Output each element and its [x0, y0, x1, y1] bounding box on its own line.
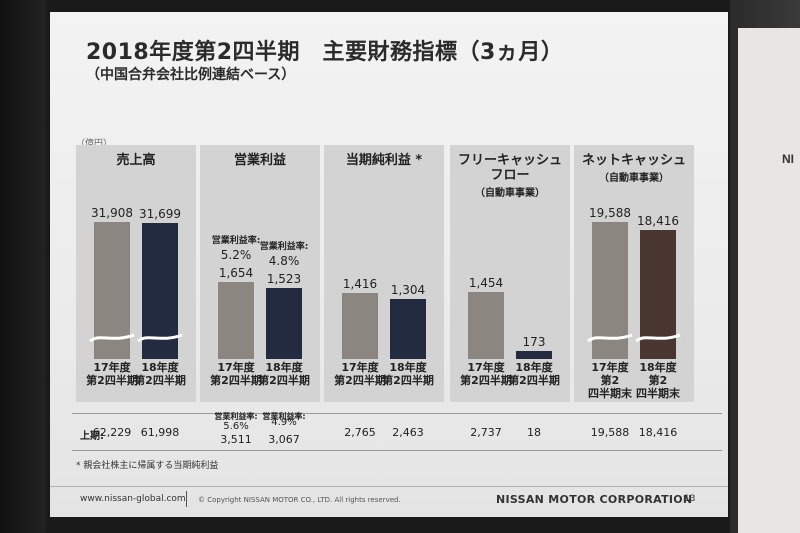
first-half-margin-value: 4.9%: [271, 417, 297, 428]
footer-separator: [186, 491, 187, 507]
chart-panel: 営業利益: [200, 145, 320, 402]
first-half-value: 19,588: [590, 426, 630, 439]
category-label: 17年度 第2四半期: [460, 361, 512, 387]
footnote: * 親会社株主に帰属する当期純利益: [76, 461, 219, 471]
first-half-value: 3,511: [220, 433, 252, 446]
bar: [342, 293, 378, 359]
first-half-margin-label: 営業利益率:: [214, 412, 258, 421]
panel-title: ネットキャッシュ: [581, 153, 686, 168]
margin-value: 5.2%: [220, 248, 252, 263]
page-number: 13: [684, 494, 696, 504]
axis-break-path: [587, 333, 633, 343]
data-label: 1,654: [218, 266, 254, 281]
axis-break-path: [89, 333, 135, 343]
axis-break-mark: [89, 333, 135, 343]
bar: [390, 298, 426, 359]
category-label: 18年度 第2 四半期末: [636, 361, 680, 400]
data-label: 1,416: [342, 277, 378, 292]
category-label: 18年度 第2四半期: [134, 361, 186, 387]
first-half-value: 62,229: [92, 426, 132, 439]
first-half-margin-label: 営業利益率:: [262, 412, 306, 421]
data-label: 1,523: [266, 272, 302, 287]
stage-backdrop: [738, 28, 800, 533]
category-label: 17年度 第2四半期: [210, 361, 262, 387]
category-label: 17年度 第2四半期: [334, 361, 386, 387]
first-half-value: 61,998: [140, 426, 180, 439]
axis-break-mark: [137, 333, 183, 343]
data-label: 18,416: [637, 214, 679, 229]
bar: [218, 282, 254, 359]
room-left-dark: [0, 0, 46, 533]
footer-rule: [50, 486, 728, 487]
first-half-rule-top: [72, 413, 722, 414]
presentation-slide: 2018年度第2四半期 主要財務指標（3ヵ月） （中国合弁会社比例連結ベース） …: [50, 12, 728, 517]
axis-break-path: [635, 333, 681, 343]
axis-break-path: [137, 333, 183, 343]
data-label: 31,908: [91, 206, 133, 220]
panel-subtitle: （自動車事業）: [599, 173, 669, 184]
category-label: 18年度 第2四半期: [382, 361, 434, 387]
margin-label: 営業利益率:: [211, 236, 261, 247]
category-label: 18年度 第2四半期: [258, 361, 310, 387]
backdrop-text: NI: [782, 152, 794, 166]
first-half-value: 18,416: [638, 426, 678, 439]
margin-label: 営業利益率:: [259, 242, 309, 253]
slide-subtitle: （中国合弁会社比例連結ベース）: [86, 67, 296, 83]
panel-title: 売上高: [116, 153, 156, 168]
first-half-label: 上期:: [80, 431, 104, 442]
bar: [516, 350, 552, 359]
unit-label: （億円）: [76, 139, 113, 149]
first-half-value: 2,765: [344, 426, 376, 439]
chart-panel: フリーキャッシュ フロー （自動車事業）: [450, 145, 570, 402]
first-half-value: 2,737: [470, 426, 502, 439]
panel-title: フリーキャッシュ フロー: [457, 153, 562, 183]
category-label: 17年度 第2四半期: [86, 361, 138, 387]
first-half-value: 3,067: [268, 433, 300, 446]
margin-value: 4.8%: [268, 254, 300, 269]
first-half-value: 2,463: [392, 426, 424, 439]
first-half-value: 18: [527, 426, 541, 439]
footer-brand: NISSAN MOTOR CORPORATION: [496, 493, 693, 506]
panel-subtitle: （自動車事業）: [475, 188, 545, 199]
data-label: 1,304: [390, 282, 426, 297]
data-label: 173: [522, 334, 546, 349]
data-label: 19,588: [589, 206, 631, 220]
axis-break-mark: [587, 333, 633, 343]
category-label: 18年度 第2四半期: [508, 361, 560, 387]
bar: [266, 288, 302, 359]
panel-title: 営業利益: [233, 153, 286, 168]
axis-break-mark: [635, 333, 681, 343]
first-half-margin-value: 5.6%: [223, 421, 249, 432]
panel-title: 当期純利益 *: [345, 153, 423, 168]
bar: [468, 291, 504, 359]
category-label: 17年度 第2 四半期末: [588, 361, 632, 400]
data-label: 1,454: [468, 275, 504, 290]
first-half-rule-bottom: [72, 450, 722, 451]
footer-copyright: © Copyright NISSAN MOTOR CO., LTD. All r…: [198, 496, 401, 504]
slide-title: 2018年度第2四半期 主要財務指標（3ヵ月）: [86, 40, 564, 65]
data-label: 31,699: [139, 206, 181, 221]
chart-panel: 当期純利益 *: [324, 145, 444, 402]
footer-url: www.nissan-global.com: [80, 494, 186, 504]
